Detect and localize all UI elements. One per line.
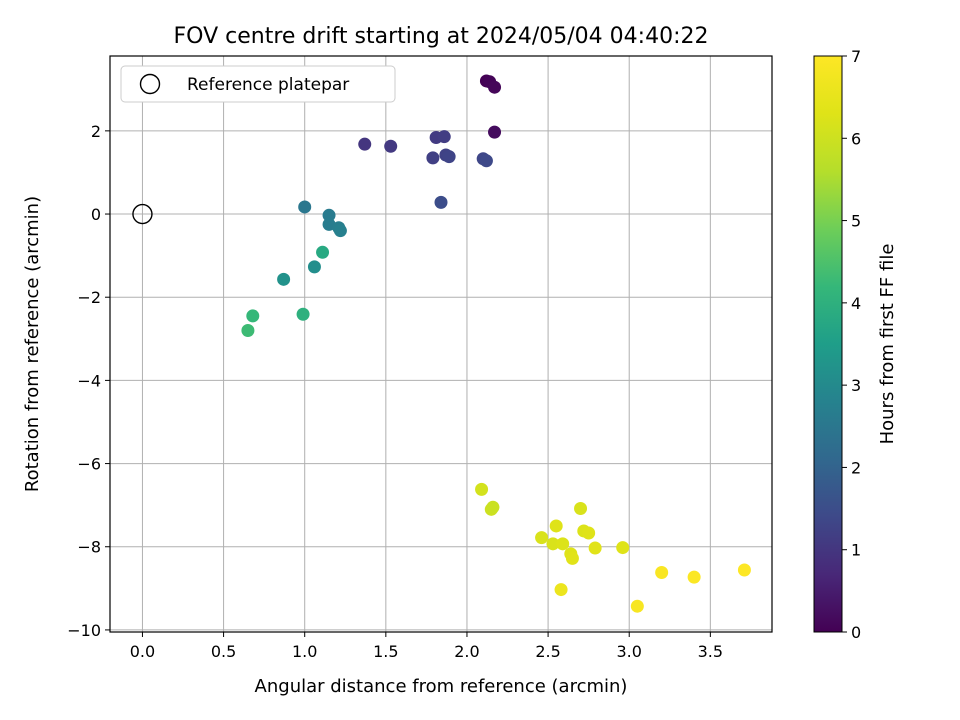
colorbar-tick-label: 3 [851, 376, 861, 395]
y-axis-label: Rotation from reference (arcmin) [22, 196, 43, 492]
plot-area-frame [109, 55, 773, 633]
data-point [246, 309, 260, 323]
colorbar: 0 1 2 3 4 5 6 7 Hours from first FF file [813, 47, 898, 642]
data-point [554, 583, 568, 597]
data-point [616, 541, 630, 555]
y-tick-label: 0 [91, 205, 101, 224]
data-point [298, 200, 312, 214]
colorbar-tick-label: 2 [851, 458, 861, 477]
legend-marker-reference [139, 73, 161, 95]
x-tick-label: 1.0 [292, 642, 317, 661]
reference-platepar-point [132, 203, 153, 225]
data-point [582, 526, 596, 540]
data-point [488, 80, 502, 94]
data-points [132, 74, 751, 613]
data-point [442, 150, 456, 164]
data-point [535, 531, 549, 545]
y-tick-label: −8 [77, 538, 101, 557]
x-tick-label: 1.5 [373, 642, 398, 661]
x-tick-label: 0.0 [130, 642, 155, 661]
x-tick-label: 3.0 [616, 642, 641, 661]
colorbar-tick-label: 0 [851, 623, 861, 642]
colorbar-tick-label: 5 [851, 212, 861, 231]
data-point [434, 195, 448, 209]
legend-box [120, 65, 396, 103]
x-tick-label: 2.5 [535, 642, 560, 661]
data-point [655, 566, 669, 580]
y-tick-label: −6 [77, 455, 101, 474]
data-point [333, 224, 347, 238]
data-point [488, 125, 502, 139]
colorbar-tick-label: 6 [851, 129, 861, 148]
legend: Reference platepar [120, 65, 396, 103]
colorbar-label: Hours from first FF file [877, 244, 898, 445]
y-tick-label: −2 [77, 288, 101, 307]
data-point [546, 537, 560, 551]
legend-label-reference: Reference platepar [187, 75, 349, 95]
data-point [479, 154, 493, 168]
data-point [549, 519, 563, 533]
data-point [630, 599, 644, 613]
colorbar-tick-label: 7 [851, 47, 861, 66]
data-point [737, 563, 751, 577]
colorbar-gradient [813, 55, 843, 633]
x-tick-label: 3.5 [698, 642, 723, 661]
data-point [588, 541, 602, 555]
data-point [475, 482, 489, 496]
data-point [241, 323, 255, 337]
data-point [565, 551, 579, 565]
colorbar-tick-label: 1 [851, 541, 861, 560]
chart-title: FOV centre drift starting at 2024/05/04 … [174, 24, 709, 49]
data-point [437, 130, 451, 144]
y-tick-label: −4 [77, 371, 101, 390]
data-point [556, 537, 570, 551]
x-axis-label: Angular distance from reference (arcmin) [255, 676, 628, 697]
x-axis-ticks: 0.0 0.5 1.0 1.5 2.0 2.5 3.0 3.5 [130, 632, 723, 661]
data-point [358, 137, 372, 151]
data-point [486, 500, 500, 514]
x-tick-label: 2.0 [454, 642, 479, 661]
colorbar-tick-label: 4 [851, 294, 861, 313]
data-point [687, 570, 701, 584]
x-tick-label: 0.5 [211, 642, 236, 661]
y-tick-label: −10 [67, 621, 101, 640]
data-point [307, 260, 321, 274]
data-point [574, 501, 588, 515]
data-point [296, 307, 310, 321]
grid-lines [110, 56, 772, 632]
y-axis-ticks: −10 −8 −6 −4 −2 0 2 [67, 122, 110, 640]
data-point [277, 272, 291, 286]
data-point [426, 151, 440, 165]
y-tick-label: 2 [91, 122, 101, 141]
data-point [384, 139, 398, 153]
data-point [322, 208, 336, 222]
colorbar-ticks: 0 1 2 3 4 5 6 7 [842, 47, 861, 642]
data-point [316, 245, 330, 259]
